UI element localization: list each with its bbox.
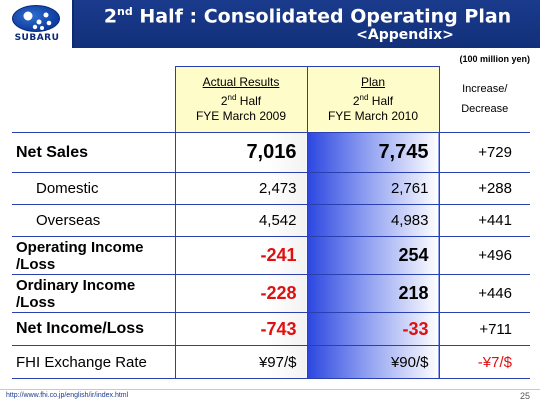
plan-value: 7,745	[306, 132, 440, 173]
page-number: 25	[519, 391, 530, 401]
actual-value: 4,542	[174, 204, 307, 237]
unit-note: (100 million yen)	[459, 54, 530, 64]
slide-header: SUBARU 2nd Half : Consolidated Operating…	[0, 0, 540, 48]
change-value: +288	[439, 172, 530, 205]
footer-divider	[0, 389, 540, 390]
plan-value: -33	[306, 312, 440, 346]
table-row: Overseas 4,542 4,983 +441	[12, 204, 530, 237]
change-value: +446	[439, 274, 530, 313]
row-label: Overseas	[12, 204, 175, 237]
pleiades-stars-icon	[12, 5, 60, 32]
header-blank-cell	[12, 66, 175, 133]
change-value: +729	[439, 132, 530, 173]
actual-value: ¥97/$	[174, 345, 307, 379]
table-row: FHI Exchange Rate ¥97/$ ¥90/$ -¥7/$	[12, 345, 530, 379]
operating-plan-table: Actual Results 2nd Half FYE March 2009 P…	[12, 66, 530, 379]
page-subtitle: <Appendix>	[356, 27, 454, 43]
table-row: Ordinary Income/Loss -228 218 +446	[12, 274, 530, 313]
plan-value: 254	[306, 236, 440, 275]
row-label: Operating Income/Loss	[12, 236, 175, 275]
page-title: 2nd Half : Consolidated Operating Plan	[103, 5, 512, 28]
logo-wordmark: SUBARU	[14, 33, 60, 43]
change-value: +441	[439, 204, 530, 237]
row-label: Ordinary Income/Loss	[12, 274, 175, 313]
actual-value: 2,473	[174, 172, 307, 205]
change-value: +711	[439, 312, 530, 346]
row-label: Domestic	[12, 172, 175, 205]
plan-value: 218	[306, 274, 440, 313]
footer-url[interactable]: http://www.fhi.co.jp/english/ir/index.ht…	[6, 392, 129, 399]
actual-value: -241	[174, 236, 307, 275]
table-row: Net Income/Loss -743 -33 +711	[12, 312, 530, 346]
subaru-logo: SUBARU	[0, 0, 74, 48]
table-row: Net Sales 7,016 7,745 +729	[12, 132, 530, 173]
table-row: Domestic 2,473 2,761 +288	[12, 172, 530, 205]
table-header-row: Actual Results 2nd Half FYE March 2009 P…	[12, 66, 530, 133]
row-label: FHI Exchange Rate	[12, 345, 175, 379]
col-header-increase: Increase/Decrease	[439, 66, 530, 133]
plan-value: ¥90/$	[306, 345, 440, 379]
actual-value: 7,016	[174, 132, 307, 173]
actual-value: -228	[174, 274, 307, 313]
col-header-plan: Plan 2nd Half FYE March 2010	[306, 66, 440, 133]
plan-value: 2,761	[306, 172, 440, 205]
row-label: Net Income/Loss	[12, 312, 175, 346]
table-row: Operating Income/Loss -241 254 +496	[12, 236, 530, 275]
row-label: Net Sales	[12, 132, 175, 173]
actual-value: -743	[174, 312, 307, 346]
col-header-actual: Actual Results 2nd Half FYE March 2009	[174, 66, 307, 133]
change-value: -¥7/$	[439, 345, 530, 379]
plan-value: 4,983	[306, 204, 440, 237]
change-value: +496	[439, 236, 530, 275]
